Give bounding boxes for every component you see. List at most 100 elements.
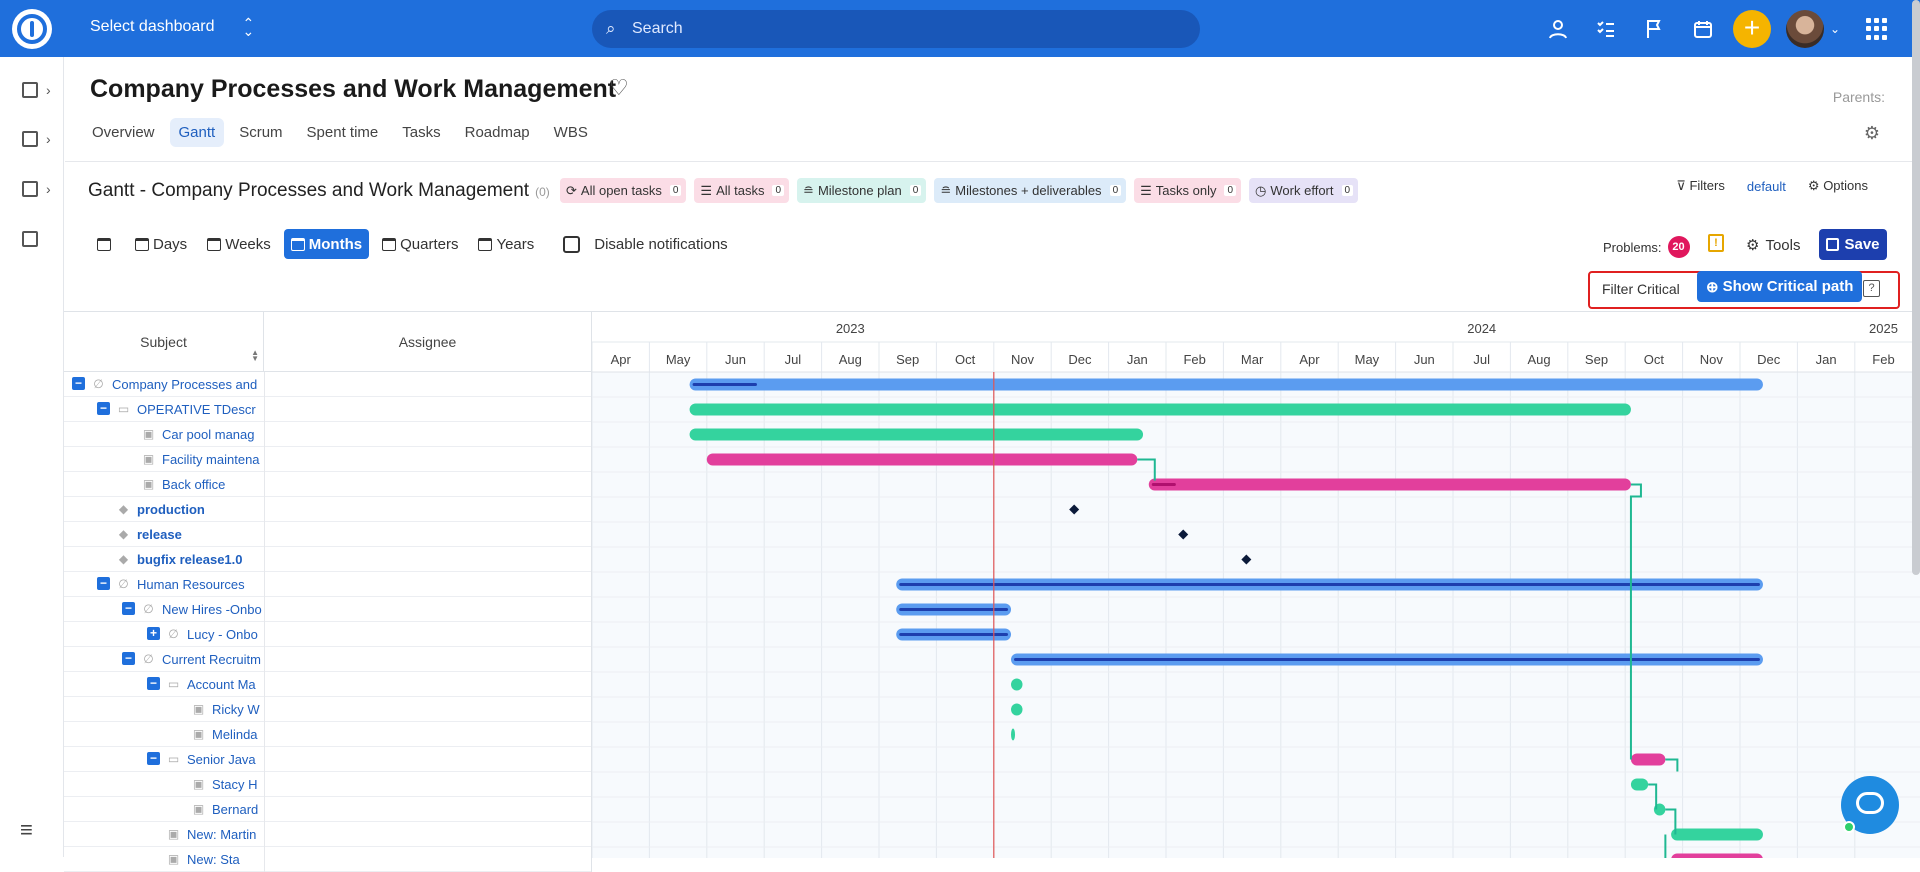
filter-chip-all-open-tasks[interactable]: ⟳ All open tasks 0 bbox=[560, 178, 687, 203]
apps-grid-icon[interactable] bbox=[1866, 18, 1888, 40]
zoom-weeks-button[interactable]: Weeks bbox=[200, 229, 278, 259]
gantt-row[interactable]: ◆ release bbox=[64, 522, 592, 547]
row-subject-link[interactable]: Facility maintena bbox=[162, 452, 260, 467]
tab-wbs[interactable]: WBS bbox=[553, 124, 588, 141]
save-button[interactable]: Save bbox=[1819, 229, 1887, 260]
tab-spent-time[interactable]: Spent time bbox=[306, 124, 379, 141]
gantt-row[interactable]: − ▭ Account Ma bbox=[64, 672, 592, 697]
gantt-row[interactable]: ▣ New: Sta bbox=[64, 847, 592, 872]
avatar[interactable] bbox=[1786, 10, 1824, 48]
filter-chip-milestones-deliverables[interactable]: ≘ Milestones + deliverables 0 bbox=[934, 178, 1127, 203]
page-scrollbar[interactable] bbox=[1912, 0, 1920, 575]
collapse-icon[interactable]: − bbox=[147, 677, 160, 690]
expand-icon[interactable]: + bbox=[147, 627, 160, 640]
gantt-row[interactable]: ▣ Bernard bbox=[64, 797, 592, 822]
tab-gantt[interactable]: Gantt bbox=[169, 118, 225, 147]
row-subject-link[interactable]: Current Recruitm bbox=[162, 652, 261, 667]
notifications-checkbox[interactable] bbox=[563, 235, 581, 253]
subject-column-header[interactable]: Subject ▲ ▼ bbox=[64, 312, 264, 372]
app-logo[interactable] bbox=[12, 9, 52, 49]
tab-overview[interactable]: Overview bbox=[92, 124, 155, 141]
user-icon[interactable] bbox=[1545, 16, 1571, 42]
tab-scrum[interactable]: Scrum bbox=[239, 124, 283, 141]
row-subject-link[interactable]: Human Resources bbox=[137, 577, 245, 592]
row-subject-link[interactable]: Melinda bbox=[212, 727, 258, 742]
assignee-column-header[interactable]: Assignee bbox=[264, 312, 592, 372]
row-subject-link[interactable]: bugfix release1.0 bbox=[137, 552, 243, 567]
gantt-timeline[interactable]: Apr May Jun Jul Aug Sep Oct Nov Dec Jan Feb Mar Apr M… bbox=[592, 312, 1920, 858]
gantt-row[interactable]: ▣ Car pool manag bbox=[64, 422, 592, 447]
rail-tasks-item[interactable]: › bbox=[22, 178, 56, 200]
collapse-icon[interactable]: − bbox=[72, 377, 85, 390]
chat-button[interactable] bbox=[1841, 776, 1899, 834]
gantt-row[interactable]: − ∅ Human Resources bbox=[64, 572, 592, 597]
collapse-icon[interactable]: − bbox=[97, 577, 110, 590]
default-filter-link[interactable]: default bbox=[1746, 178, 1786, 194]
filter-chip-tasks-only[interactable]: ☰ Tasks only 0 bbox=[1134, 178, 1242, 203]
tools-button[interactable]: ⚙ Tools bbox=[1746, 236, 1800, 255]
row-subject-link[interactable]: Bernard bbox=[212, 802, 259, 817]
menu-toggle-icon[interactable]: ≡ bbox=[20, 817, 33, 842]
gantt-row[interactable]: ▣ Stacy H bbox=[64, 772, 592, 797]
gantt-row[interactable]: − ▭ OPERATIVE TDescr bbox=[64, 397, 592, 422]
row-subject-link[interactable]: Back office bbox=[162, 477, 226, 492]
gantt-row[interactable]: ▣ Facility maintena bbox=[64, 447, 592, 472]
row-subject-link[interactable]: New: Sta bbox=[187, 852, 240, 867]
row-subject-link[interactable]: Senior Java bbox=[187, 752, 256, 767]
gantt-row[interactable]: − ∅ Current Recruitm bbox=[64, 647, 592, 672]
rail-collapse-item[interactable] bbox=[22, 228, 56, 250]
gantt-row[interactable]: − ▭ Senior Java bbox=[64, 747, 592, 772]
filters-button[interactable]: ⊽ Filters bbox=[1676, 178, 1725, 194]
gantt-row[interactable]: ▣ Melinda bbox=[64, 722, 592, 747]
filter-chip-all-tasks[interactable]: ☰ All tasks 0 bbox=[694, 178, 790, 203]
row-subject-link[interactable]: New: Martin bbox=[187, 827, 257, 842]
filter-chip-milestone-plan[interactable]: ≘ Milestone plan 0 bbox=[797, 178, 927, 203]
collapse-icon[interactable]: − bbox=[122, 652, 135, 665]
zoom-quarters-button[interactable]: Quarters bbox=[375, 229, 465, 259]
gantt-row[interactable]: ▣ New: Martin bbox=[64, 822, 592, 847]
row-subject-link[interactable]: OPERATIVE TDescr bbox=[137, 402, 256, 417]
gantt-row[interactable]: ▣ Back office bbox=[64, 472, 592, 497]
zoom-years-button[interactable]: Years bbox=[471, 229, 541, 259]
problems-indicator[interactable]: Problems: 20 bbox=[1603, 236, 1690, 258]
row-subject-link[interactable]: release bbox=[137, 527, 182, 542]
row-subject-link[interactable]: New Hires -Onbo bbox=[162, 602, 262, 617]
row-subject-link[interactable]: Stacy H bbox=[212, 777, 258, 792]
row-subject-link[interactable]: Company Processes and bbox=[112, 377, 258, 392]
gantt-row[interactable]: − ∅ New Hires -Onbo bbox=[64, 597, 592, 622]
show-critical-path-button[interactable]: ⊕ Show Critical path bbox=[1697, 271, 1863, 302]
collapse-icon[interactable]: − bbox=[147, 752, 160, 765]
calendar-icon[interactable] bbox=[1690, 16, 1716, 42]
help-icon[interactable]: ? bbox=[1863, 280, 1880, 297]
add-button[interactable]: + bbox=[1733, 10, 1771, 48]
rail-projects-item[interactable]: › bbox=[22, 128, 56, 150]
chevron-down-icon[interactable]: ⌄ bbox=[1830, 22, 1841, 36]
zoom-months-button[interactable]: Months bbox=[283, 229, 370, 259]
row-subject-link[interactable]: Account Ma bbox=[187, 677, 256, 692]
gantt-row[interactable]: − ∅ Company Processes and bbox=[64, 372, 592, 397]
collapse-icon[interactable]: − bbox=[122, 602, 135, 615]
collapse-icon[interactable]: − bbox=[97, 402, 110, 415]
dashboard-select[interactable]: Select dashboard ⌃ ⌄ bbox=[90, 16, 254, 38]
rail-dashboard-item[interactable]: › bbox=[22, 79, 56, 101]
tasks-icon[interactable] bbox=[1593, 16, 1619, 42]
zoom-days-button[interactable]: Days bbox=[128, 229, 194, 259]
flag-icon[interactable] bbox=[1641, 16, 1667, 42]
gantt-row[interactable]: ◆ bugfix release1.0 bbox=[64, 547, 592, 572]
gantt-row[interactable]: + ∅ Lucy - Onbo bbox=[64, 622, 592, 647]
calendar-picker-button[interactable] bbox=[90, 229, 118, 259]
gantt-row[interactable]: ◆ production bbox=[64, 497, 592, 522]
row-subject-link[interactable]: production bbox=[137, 502, 205, 517]
heart-icon[interactable]: ♡ bbox=[609, 75, 629, 100]
tab-roadmap[interactable]: Roadmap bbox=[464, 124, 530, 141]
sort-icon[interactable]: ▲ ▼ bbox=[251, 348, 259, 363]
tab-tasks[interactable]: Tasks bbox=[402, 124, 441, 141]
row-subject-link[interactable]: Ricky W bbox=[212, 702, 260, 717]
warning-icon[interactable]: ! bbox=[1708, 234, 1724, 252]
options-button[interactable]: ⚙ Options bbox=[1808, 178, 1868, 194]
gantt-row[interactable]: ▣ Ricky W bbox=[64, 697, 592, 722]
row-subject-link[interactable]: Car pool manag bbox=[162, 427, 255, 442]
row-subject-link[interactable]: Lucy - Onbo bbox=[187, 627, 258, 642]
sliders-icon[interactable]: ⚙ bbox=[1863, 123, 1880, 143]
search-input[interactable]: ⌕ Search bbox=[592, 10, 1200, 48]
